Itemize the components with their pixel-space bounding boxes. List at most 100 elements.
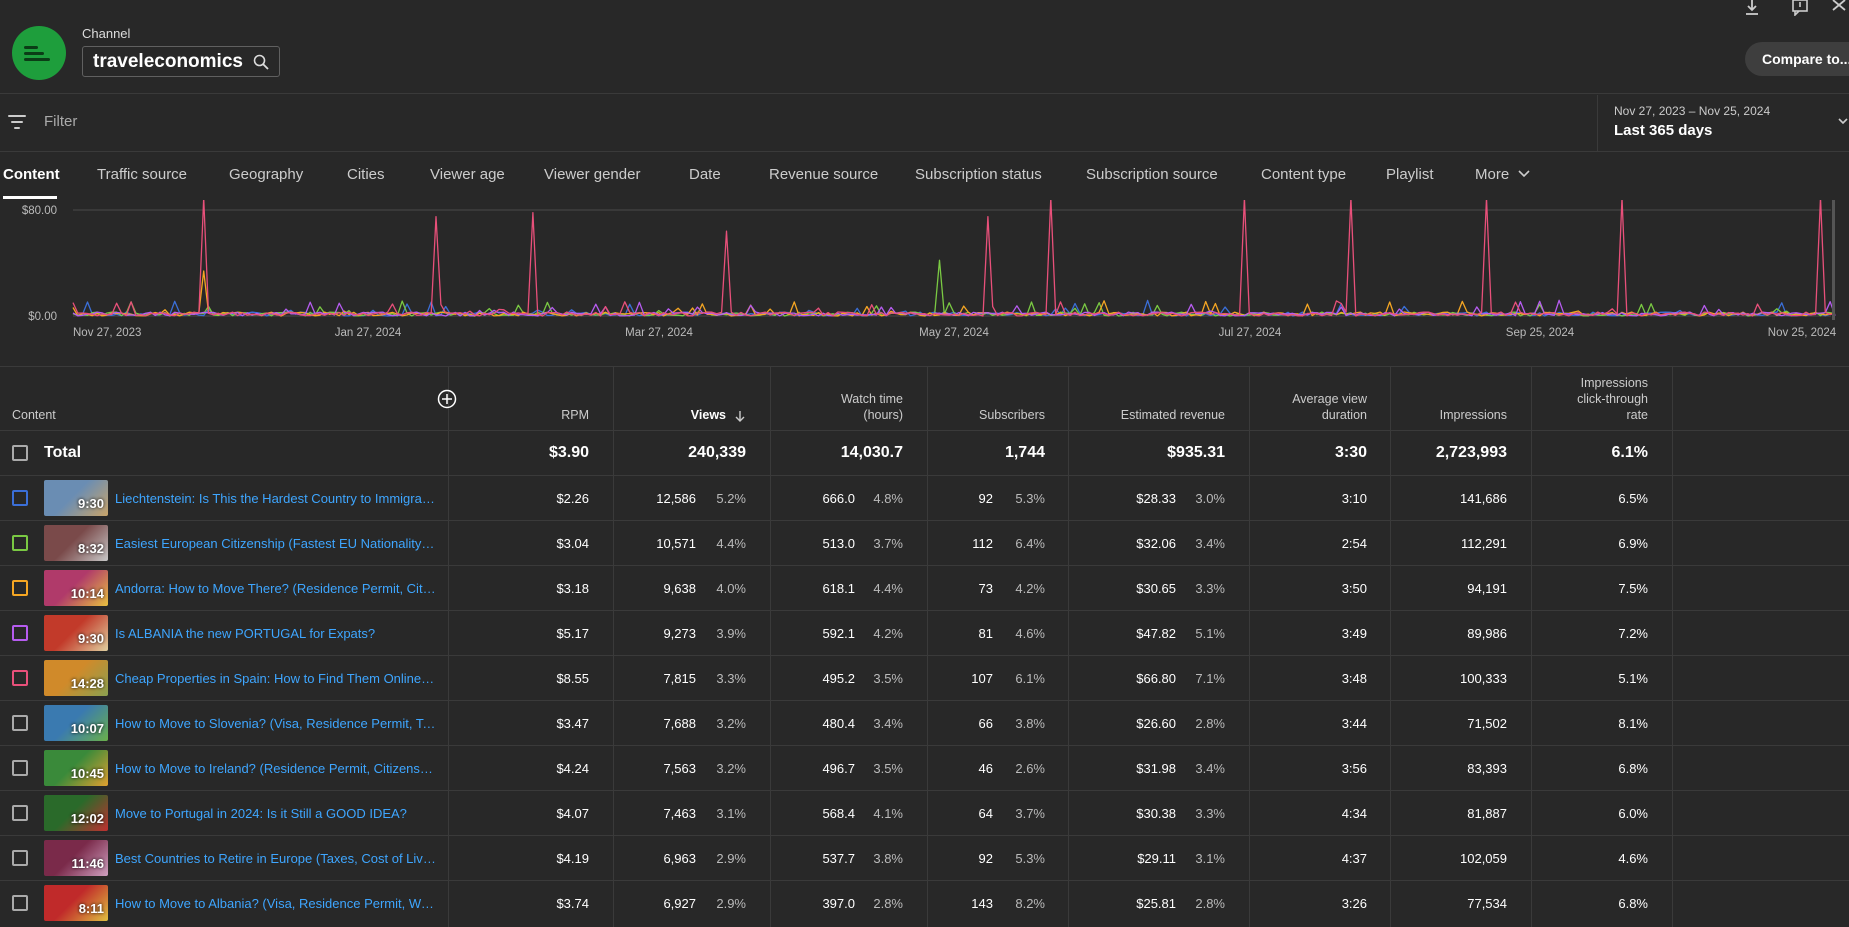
y-tick-label: $0.00: [28, 311, 57, 323]
table-row[interactable]: 8:32 Easiest European Citizenship (Fastes…: [0, 520, 1849, 565]
table-row[interactable]: 11:46 Best Countries to Retire in Europe …: [0, 835, 1849, 880]
date-range-picker[interactable]: Nov 27, 2023 – Nov 25, 2024 Last 365 day…: [1597, 95, 1849, 152]
tab-playlist[interactable]: Playlist: [1386, 166, 1434, 183]
tab-subscription-status[interactable]: Subscription status: [915, 166, 1042, 183]
header-ctr[interactable]: Impressions click-through rate: [1532, 367, 1648, 430]
cell-views: 7,463: [663, 805, 696, 821]
cell-views: 10,571: [656, 535, 696, 551]
close-icon[interactable]: [1829, 0, 1849, 16]
video-title-link[interactable]: How to Move to Albania? (Visa, Residence…: [115, 896, 437, 911]
channel-avatar[interactable]: [12, 26, 66, 80]
video-title-link[interactable]: Move to Portugal in 2024: Is it Still a …: [115, 806, 407, 821]
video-title-link[interactable]: How to Move to Ireland? (Residence Permi…: [115, 761, 437, 776]
table-row[interactable]: 10:07 How to Move to Slovenia? (Visa, Res…: [0, 700, 1849, 745]
chart-series-line-3[interactable]: [72, 299, 1836, 317]
video-thumbnail[interactable]: 8:32: [44, 525, 108, 561]
tab-revenue-source[interactable]: Revenue source: [769, 166, 879, 183]
row-checkbox[interactable]: [12, 715, 28, 731]
y-tick-label: $80.00: [22, 205, 57, 217]
tab-traffic-source[interactable]: Traffic source: [97, 166, 188, 183]
cell-ctr: 6.9%: [1618, 535, 1648, 551]
table-row[interactable]: 9:30 Liechtenstein: Is This the Hardest C…: [0, 475, 1849, 520]
header-subscribers[interactable]: Subscribers: [979, 408, 1045, 422]
channel-selector[interactable]: traveleconomics: [82, 46, 280, 77]
cell-watch-percent: 3.5%: [873, 760, 903, 776]
tab-viewer-age[interactable]: Viewer age: [430, 166, 505, 183]
video-thumbnail[interactable]: 8:11: [44, 885, 108, 921]
cell-ctr: 8.1%: [1618, 715, 1648, 731]
feedback-icon[interactable]: [1790, 0, 1810, 16]
video-title-link[interactable]: Liechtenstein: Is This the Hardest Count…: [115, 491, 437, 506]
video-title-link[interactable]: Cheap Properties in Spain: How to Find T…: [115, 671, 437, 686]
cell-impressions: 81,887: [1467, 805, 1507, 821]
row-checkbox[interactable]: [12, 490, 28, 506]
cell-watch: 568.4: [822, 805, 855, 821]
cell-impressions: 89,986: [1467, 625, 1507, 641]
row-checkbox[interactable]: [12, 580, 28, 596]
table-row[interactable]: 14:28 Cheap Properties in Spain: How to F…: [0, 655, 1849, 700]
header-content[interactable]: Content: [12, 408, 56, 422]
cell-subs-percent: 4.2%: [1015, 580, 1045, 596]
video-title-link[interactable]: How to Move to Slovenia? (Visa, Residenc…: [115, 716, 437, 731]
table-row[interactable]: 10:14 Andorra: How to Move There? (Reside…: [0, 565, 1849, 610]
row-checkbox[interactable]: [12, 805, 28, 821]
header-rpm[interactable]: RPM: [561, 408, 589, 422]
channel-name: traveleconomics: [93, 50, 243, 72]
table-row[interactable]: 9:30 Is ALBANIA the new PORTUGAL for Expa…: [0, 610, 1849, 655]
video-title-link[interactable]: Easiest European Citizenship (Fastest EU…: [115, 536, 437, 551]
compare-button[interactable]: Compare to...: [1745, 42, 1849, 76]
x-tick-label: Nov 27, 2023: [73, 327, 141, 339]
tab-date[interactable]: Date: [689, 166, 721, 183]
table-row[interactable]: 8:11 How to Move to Albania? (Visa, Resid…: [0, 880, 1849, 925]
video-duration: 10:07: [70, 721, 104, 736]
row-checkbox[interactable]: [12, 625, 28, 641]
filter-icon[interactable]: [8, 115, 26, 129]
video-thumbnail[interactable]: 14:28: [44, 660, 108, 696]
header-impressions[interactable]: Impressions: [1439, 408, 1507, 422]
video-thumbnail[interactable]: 10:14: [44, 570, 108, 606]
cell-revenue: $32.06: [1136, 535, 1176, 551]
video-thumbnail[interactable]: 12:02: [44, 795, 108, 831]
header-views[interactable]: Views: [614, 367, 746, 430]
x-tick-label: Nov 25, 2024: [1768, 327, 1837, 339]
filter-input[interactable]: Filter: [44, 113, 78, 130]
row-checkbox[interactable]: [12, 760, 28, 776]
tab-more[interactable]: More: [1475, 166, 1530, 183]
video-thumbnail[interactable]: 11:46: [44, 840, 108, 876]
video-thumbnail[interactable]: 10:45: [44, 750, 108, 786]
cell-avd: 3:50: [1341, 580, 1367, 596]
chart-scrollbar[interactable]: [1832, 200, 1835, 320]
video-title-link[interactable]: Best Countries to Retire in Europe (Taxe…: [115, 851, 437, 866]
tab-content[interactable]: Content: [3, 166, 60, 183]
date-range-label: Last 365 days: [1614, 122, 1713, 139]
tab-cities[interactable]: Cities: [347, 166, 385, 183]
total-checkbox[interactable]: [12, 445, 28, 461]
row-checkbox[interactable]: [12, 895, 28, 911]
total-avd: 3:30: [1334, 444, 1367, 461]
video-thumbnail[interactable]: 9:30: [44, 615, 108, 651]
table-row[interactable]: 10:45 How to Move to Ireland? (Residence …: [0, 745, 1849, 790]
header-watch-time[interactable]: Watch time (hours): [771, 367, 903, 430]
tab-subscription-source[interactable]: Subscription source: [1086, 166, 1218, 183]
header-avd[interactable]: Average view duration: [1250, 367, 1367, 430]
video-title-link[interactable]: Is ALBANIA the new PORTUGAL for Expats?: [115, 626, 376, 641]
download-icon[interactable]: [1742, 0, 1762, 16]
video-duration: 8:32: [77, 541, 104, 556]
table-row[interactable]: 12:02 Move to Portugal in 2024: Is it Sti…: [0, 790, 1849, 835]
tab-viewer-gender[interactable]: Viewer gender: [544, 166, 641, 183]
add-column-icon[interactable]: [437, 389, 457, 409]
cell-views: 9,273: [663, 625, 696, 641]
video-thumbnail[interactable]: 10:07: [44, 705, 108, 741]
tab-geography[interactable]: Geography: [229, 166, 304, 183]
cell-views: 7,815: [663, 670, 696, 686]
tab-content-type[interactable]: Content type: [1261, 166, 1347, 183]
video-title-link[interactable]: Andorra: How to Move There? (Residence P…: [115, 581, 437, 596]
cell-rpm: $3.74: [556, 895, 589, 911]
row-checkbox[interactable]: [12, 535, 28, 551]
video-thumbnail[interactable]: 9:30: [44, 480, 108, 516]
row-checkbox[interactable]: [12, 670, 28, 686]
row-checkbox[interactable]: [12, 850, 28, 866]
total-rpm: $3.90: [548, 444, 589, 461]
header-revenue[interactable]: Estimated revenue: [1120, 408, 1225, 422]
chart-series-line-4[interactable]: [72, 200, 1836, 317]
